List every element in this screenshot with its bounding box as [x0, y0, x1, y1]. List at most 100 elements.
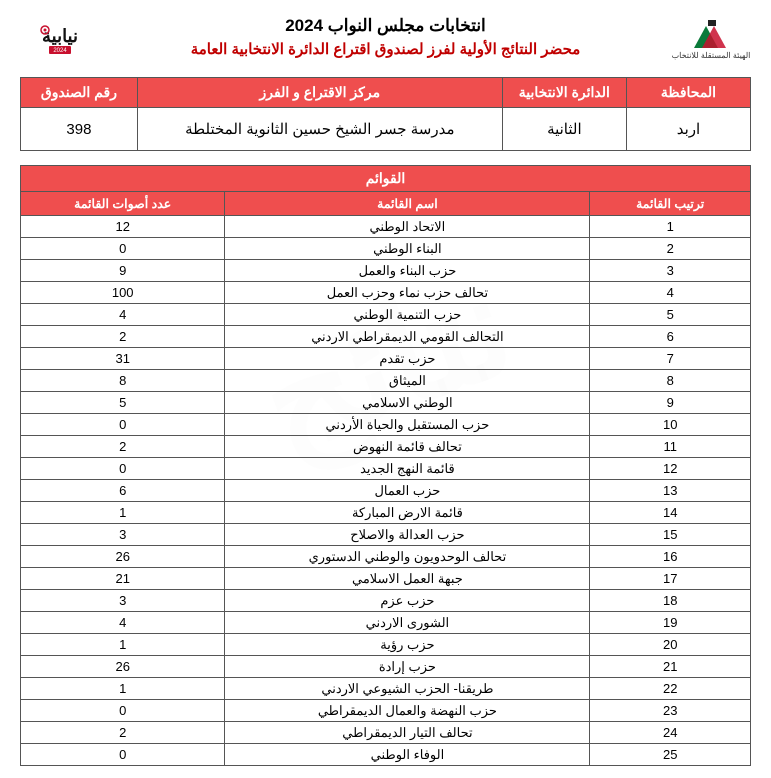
- table-row: 6التحالف القومي الديمقراطي الاردني2: [21, 326, 751, 348]
- list-votes: 8: [21, 370, 225, 392]
- list-rank: 6: [590, 326, 751, 348]
- lists-table: القوائم ترتيب القائمة اسم القائمة عدد أص…: [20, 165, 751, 766]
- table-row: 20حزب رؤية1: [21, 634, 751, 656]
- list-votes: 1: [21, 678, 225, 700]
- list-name: حزب إرادة: [225, 656, 590, 678]
- lists-header-name: اسم القائمة: [225, 192, 590, 216]
- sub-title: محضر النتائج الأولية لفرز لصندوق اقتراع …: [100, 40, 671, 58]
- lists-super-header-cell: القوائم: [21, 166, 751, 192]
- list-votes: 0: [21, 238, 225, 260]
- info-header-row: المحافظة الدائرة الانتخابية مركز الاقترا…: [21, 78, 751, 108]
- table-row: 17جبهة العمل الاسلامي21: [21, 568, 751, 590]
- list-name: تحالف التيار الديمقراطي: [225, 722, 590, 744]
- list-name: الوفاء الوطني: [225, 744, 590, 766]
- list-rank: 4: [590, 282, 751, 304]
- list-name: حزب البناء والعمل: [225, 260, 590, 282]
- list-name: حزب عزم: [225, 590, 590, 612]
- list-name: حزب النهضة والعمال الديمقراطي: [225, 700, 590, 722]
- lists-sub-header: ترتيب القائمة اسم القائمة عدد أصوات القا…: [21, 192, 751, 216]
- list-votes: 0: [21, 458, 225, 480]
- list-name: حزب المستقبل والحياة الأردني: [225, 414, 590, 436]
- list-rank: 16: [590, 546, 751, 568]
- list-votes: 2: [21, 326, 225, 348]
- info-header-district: الدائرة الانتخابية: [502, 78, 626, 108]
- table-row: 13حزب العمال6: [21, 480, 751, 502]
- list-name: قائمة النهج الجديد: [225, 458, 590, 480]
- list-rank: 12: [590, 458, 751, 480]
- list-votes: 26: [21, 656, 225, 678]
- list-name: قائمة الارض المباركة: [225, 502, 590, 524]
- list-name: الميثاق: [225, 370, 590, 392]
- list-rank: 19: [590, 612, 751, 634]
- list-votes: 12: [21, 216, 225, 238]
- document-header: الهيئة المستقلة للانتخاب انتخابات مجلس ا…: [20, 12, 751, 67]
- list-rank: 17: [590, 568, 751, 590]
- info-header-box: رقم الصندوق: [21, 78, 138, 108]
- list-rank: 15: [590, 524, 751, 546]
- table-row: 2البناء الوطني0: [21, 238, 751, 260]
- iec-logo-text: الهيئة المستقلة للانتخاب: [672, 52, 751, 61]
- list-name: حزب رؤية: [225, 634, 590, 656]
- list-votes: 9: [21, 260, 225, 282]
- list-rank: 13: [590, 480, 751, 502]
- list-name: التحالف القومي الديمقراطي الاردني: [225, 326, 590, 348]
- list-votes: 1: [21, 502, 225, 524]
- list-votes: 5: [21, 392, 225, 414]
- list-votes: 3: [21, 524, 225, 546]
- table-row: 12قائمة النهج الجديد0: [21, 458, 751, 480]
- list-name: حزب تقدم: [225, 348, 590, 370]
- info-data-row: اربد الثانية مدرسة جسر الشيخ حسين الثانو…: [21, 108, 751, 151]
- main-title: انتخابات مجلس النواب 2024: [100, 16, 671, 36]
- table-row: 18حزب عزم3: [21, 590, 751, 612]
- table-row: 21حزب إرادة26: [21, 656, 751, 678]
- list-name: الشورى الاردني: [225, 612, 590, 634]
- list-name: حزب العدالة والاصلاح: [225, 524, 590, 546]
- list-votes: 4: [21, 304, 225, 326]
- elections-logo: نيابية 2024: [20, 12, 100, 67]
- lists-super-header: القوائم: [21, 166, 751, 192]
- list-votes: 21: [21, 568, 225, 590]
- table-row: 7حزب تقدم31: [21, 348, 751, 370]
- list-name: الاتحاد الوطني: [225, 216, 590, 238]
- table-row: 11تحالف قائمة النهوض2: [21, 436, 751, 458]
- table-row: 15حزب العدالة والاصلاح3: [21, 524, 751, 546]
- list-rank: 24: [590, 722, 751, 744]
- list-rank: 5: [590, 304, 751, 326]
- list-rank: 22: [590, 678, 751, 700]
- list-rank: 9: [590, 392, 751, 414]
- list-rank: 21: [590, 656, 751, 678]
- list-name: جبهة العمل الاسلامي: [225, 568, 590, 590]
- list-votes: 6: [21, 480, 225, 502]
- list-name: طريقنا- الحزب الشيوعي الاردني: [225, 678, 590, 700]
- list-rank: 20: [590, 634, 751, 656]
- table-row: 10حزب المستقبل والحياة الأردني0: [21, 414, 751, 436]
- list-rank: 8: [590, 370, 751, 392]
- list-name: الوطني الاسلامي: [225, 392, 590, 414]
- list-votes: 31: [21, 348, 225, 370]
- info-header-governorate: المحافظة: [626, 78, 750, 108]
- list-name: حزب العمال: [225, 480, 590, 502]
- list-rank: 7: [590, 348, 751, 370]
- list-votes: 26: [21, 546, 225, 568]
- table-row: 4تحالف حزب نماء وحزب العمل100: [21, 282, 751, 304]
- list-rank: 25: [590, 744, 751, 766]
- list-rank: 11: [590, 436, 751, 458]
- table-row: 9الوطني الاسلامي5: [21, 392, 751, 414]
- info-table: المحافظة الدائرة الانتخابية مركز الاقترا…: [20, 77, 751, 151]
- lists-header-votes: عدد أصوات القائمة: [21, 192, 225, 216]
- info-governorate: اربد: [626, 108, 750, 151]
- list-name: تحالف الوحدويون والوطني الدستوري: [225, 546, 590, 568]
- table-row: 24تحالف التيار الديمقراطي2: [21, 722, 751, 744]
- list-votes: 2: [21, 436, 225, 458]
- table-row: 3حزب البناء والعمل9: [21, 260, 751, 282]
- iec-logo: الهيئة المستقلة للانتخاب: [671, 12, 751, 67]
- titles-block: انتخابات مجلس النواب 2024 محضر النتائج ا…: [100, 12, 671, 58]
- list-rank: 18: [590, 590, 751, 612]
- list-votes: 0: [21, 700, 225, 722]
- table-row: 25الوفاء الوطني0: [21, 744, 751, 766]
- list-votes: 0: [21, 744, 225, 766]
- info-header-center: مركز الاقتراع و الفرز: [137, 78, 502, 108]
- table-row: 23حزب النهضة والعمال الديمقراطي0: [21, 700, 751, 722]
- list-votes: 0: [21, 414, 225, 436]
- table-row: 8الميثاق8: [21, 370, 751, 392]
